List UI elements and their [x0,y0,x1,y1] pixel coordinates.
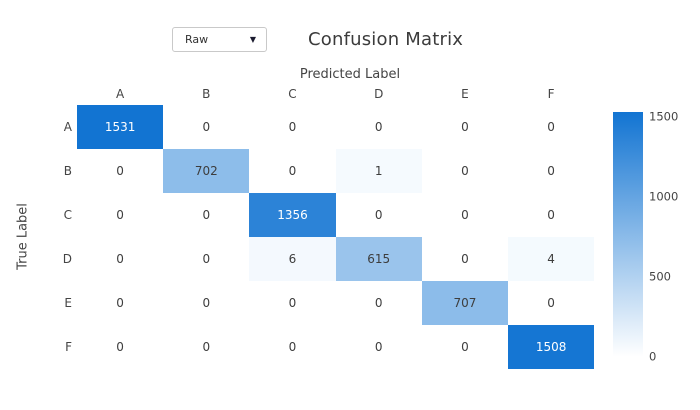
matrix-cell: 0 [508,148,595,193]
matrix-cell: 0 [163,236,250,281]
matrix-cell: 0 [77,324,164,369]
matrix-cell: 0 [335,324,422,369]
view-mode-selected-value: Raw [185,33,209,46]
x-tick-label: A [115,87,125,101]
view-mode-dropdown[interactable]: Raw ▼ [172,27,267,52]
matrix-cell: 0 [77,280,164,325]
colorbar-tick-label: 1000 [649,189,679,204]
matrix-cell: 0 [335,104,422,149]
matrix-cell: 707 [421,280,508,325]
matrix-cell: 0 [77,236,164,281]
y-tick-label: D [62,251,72,266]
y-tick-label: F [65,339,72,354]
matrix-cell: 1356 [249,192,336,237]
matrix-cell: 1508 [508,324,595,369]
matrix-cell: 0 [508,104,595,149]
page-title: Confusion Matrix [308,29,464,50]
x-tick-label: C [288,87,297,101]
y-tick-label: E [64,295,72,310]
matrix-cell: 4 [508,236,595,281]
colorbar-tick-label: 500 [649,269,671,284]
x-tick-label: E [461,87,469,101]
x-tick-label: B [202,87,211,101]
y-tick-label: B [63,163,72,178]
matrix-cell: 0 [335,280,422,325]
matrix-cell: 0 [249,324,336,369]
y-tick-label: A [63,119,72,134]
matrix-cell: 0 [249,104,336,149]
matrix-cell: 0 [163,280,250,325]
matrix-cell: 1 [335,148,422,193]
colorbar-tick-label: 0 [649,349,657,364]
matrix-cell: 0 [77,148,164,193]
matrix-cell: 6 [249,236,336,281]
matrix-cell: 0 [421,104,508,149]
matrix-cell: 0 [421,236,508,281]
x-axis-title: Predicted Label [299,67,401,82]
matrix-cell: 0 [335,192,422,237]
matrix-cell: 0 [508,280,595,325]
colorbar [613,112,643,357]
matrix-cell: 0 [163,324,250,369]
matrix-cell: 0 [421,324,508,369]
matrix-cell: 0 [163,192,250,237]
matrix-cell: 0 [249,148,336,193]
x-tick-label: F [547,87,555,101]
matrix-cell: 0 [77,192,164,237]
y-tick-label: C [63,207,72,222]
matrix-cell: 1531 [77,104,164,149]
matrix-cell: 702 [163,148,250,193]
matrix-cell: 0 [508,192,595,237]
matrix-cell: 0 [163,104,250,149]
y-axis-title: True Label [15,203,31,270]
matrix-cell: 0 [421,192,508,237]
matrix-cell: 0 [421,148,508,193]
matrix-cell: 615 [335,236,422,281]
matrix-cell: 0 [249,280,336,325]
colorbar-tick-label: 1500 [649,109,679,124]
chevron-down-icon: ▼ [249,34,256,44]
x-tick-label: D [374,87,384,101]
